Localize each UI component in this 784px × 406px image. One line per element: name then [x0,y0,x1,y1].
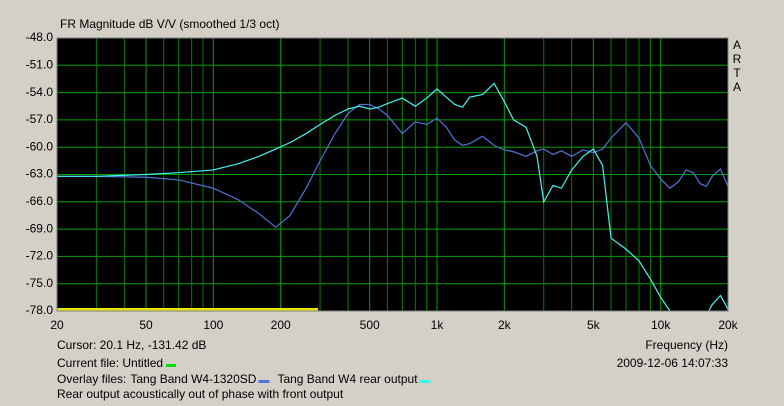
x-tick-label: 20k [718,318,738,332]
x-tick-label: 10k [651,318,671,332]
x-tick-label: 5k [587,318,601,332]
series-line [57,103,728,229]
timestamp: 2009-12-06 14:07:33 [617,356,729,370]
overlay-label: Overlay files: [57,372,126,386]
x-tick-label: 50 [139,318,153,332]
current-file: Current file: Untitled [57,356,163,370]
series-line [57,82,728,311]
chart-title: FR Magnitude dB V/V (smoothed 1/3 oct) [60,17,279,31]
y-tick-label: -78.0 [26,303,54,317]
x-tick-label: 2k [498,318,512,332]
current-file-swatch [166,364,177,367]
y-tick-label: -60.0 [26,139,54,153]
legend-swatch [258,380,270,383]
x-axis-label: Frequency (Hz) [645,338,728,352]
y-tick-label: -54.0 [26,85,54,99]
lines [57,82,728,311]
y-tick-label: -63.0 [26,167,54,181]
x-tick-label: 100 [203,318,223,332]
y-tick-label: -72.0 [26,249,54,263]
brand-letter: R [733,52,742,66]
legend-label: Tang Band W4 rear output [277,372,418,386]
y-tick-label: -48.0 [26,30,54,44]
legend-swatch [419,380,431,383]
y-tick-label: -75.0 [26,276,54,290]
x-tick-label: 200 [271,318,291,332]
x-tick-label: 500 [360,318,380,332]
cursor-readout: Cursor: 20.1 Hz, -131.42 dB [57,338,206,352]
brand-letter: T [733,66,741,80]
brand-letter: A [733,38,741,52]
legend-label: Tang Band W4-1320SD [130,372,256,386]
brand-letter: A [733,80,741,94]
y-tick-label: -57.0 [26,112,54,126]
y-tick-label: -69.0 [26,221,54,235]
x-tick-label: 20 [50,318,64,332]
x-tick-label: 1k [431,318,445,332]
plot-border [56,37,729,312]
indicator-bar [57,308,318,311]
y-tick-label: -51.0 [26,57,54,71]
note: Rear output acoustically out of phase wi… [57,387,344,401]
y-tick-label: -66.0 [26,194,54,208]
